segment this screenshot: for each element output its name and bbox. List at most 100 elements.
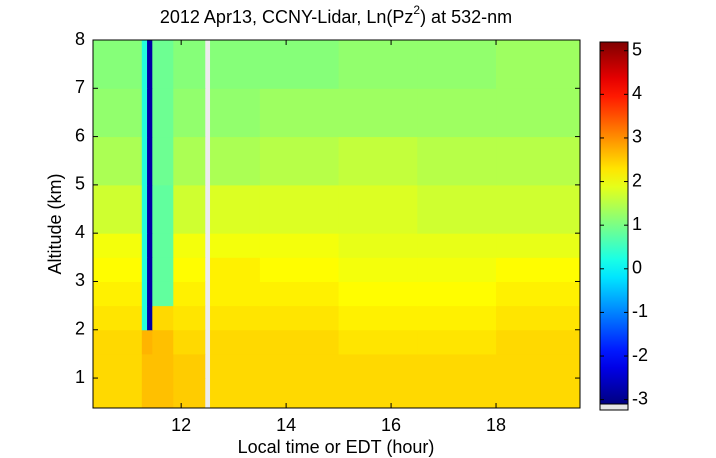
heatmap-cell bbox=[141, 329, 148, 355]
heatmap-cell bbox=[259, 257, 340, 282]
heatmap-cell bbox=[93, 378, 143, 409]
heatmap-cell bbox=[496, 88, 581, 138]
heatmap-cell bbox=[141, 305, 148, 331]
heatmap-cell bbox=[173, 88, 206, 138]
heatmap-cell bbox=[173, 281, 206, 307]
title-superscript: 2 bbox=[413, 3, 420, 17]
heatmap-cell bbox=[259, 136, 340, 186]
x-axis-label: Local time or EDT (hour) bbox=[238, 437, 435, 457]
heatmap-cell bbox=[152, 88, 174, 138]
heatmap-cell bbox=[338, 329, 418, 355]
heatmap-cell bbox=[210, 305, 261, 331]
heatmap-cell bbox=[147, 281, 153, 307]
heatmap-cell bbox=[496, 281, 581, 307]
colorbar-tick-label: 5 bbox=[632, 39, 642, 59]
heatmap-cell bbox=[93, 88, 143, 138]
heatmap-cell bbox=[338, 184, 418, 234]
heatmap-cell bbox=[173, 136, 206, 186]
heatmap-cell bbox=[259, 378, 340, 409]
heatmap-cell bbox=[259, 88, 340, 138]
heatmap-cell bbox=[210, 257, 261, 282]
heatmap-cell bbox=[210, 281, 261, 307]
x-tick-label: 14 bbox=[276, 415, 296, 435]
heatmap-cell bbox=[417, 353, 497, 379]
y-axis-label: Altitude (km) bbox=[45, 173, 65, 274]
heatmap-cell bbox=[210, 184, 261, 234]
heatmap-cell bbox=[147, 329, 153, 355]
heatmap-cell bbox=[93, 281, 143, 307]
heatmap-cell bbox=[338, 305, 418, 331]
heatmap-cell bbox=[141, 136, 148, 186]
colorbar-tick-label: 2 bbox=[632, 170, 642, 190]
heatmap-cell bbox=[496, 233, 581, 258]
heatmap-cell bbox=[259, 329, 340, 355]
y-tick-label: 3 bbox=[75, 270, 85, 290]
heatmap-cell bbox=[93, 136, 143, 186]
heatmap-cell bbox=[417, 233, 497, 258]
plot-frame bbox=[92, 39, 581, 409]
heatmap-cell bbox=[338, 40, 418, 89]
heatmap-cell bbox=[210, 329, 261, 355]
heatmap-cell bbox=[496, 305, 581, 331]
heatmap-cell bbox=[417, 40, 497, 89]
colorbar-tick-label: -1 bbox=[632, 301, 648, 321]
heatmap-cell bbox=[173, 378, 206, 409]
heatmap-cell bbox=[417, 305, 497, 331]
heatmap-cell bbox=[173, 184, 206, 234]
heatmap-cell bbox=[173, 305, 206, 331]
heatmap-cell bbox=[210, 136, 261, 186]
heatmap-cell bbox=[338, 378, 418, 409]
heatmap-cell bbox=[141, 233, 148, 258]
heatmap-cell bbox=[147, 353, 153, 379]
heatmap-cell bbox=[338, 353, 418, 379]
heatmap-cell bbox=[496, 257, 581, 282]
heatmap-cell bbox=[141, 184, 148, 234]
heatmap-cell bbox=[93, 353, 143, 379]
colorbar-tick-label: -3 bbox=[632, 388, 648, 408]
heatmap-cell bbox=[173, 233, 206, 258]
chart-title: 2012 Apr13, CCNY-Lidar, Ln(Pz2) at 532-n… bbox=[160, 3, 512, 27]
heatmap-cell bbox=[147, 40, 153, 89]
heatmap-cell bbox=[259, 233, 340, 258]
heatmap-cell bbox=[147, 88, 153, 138]
heatmap-cell bbox=[147, 233, 153, 258]
heatmap-cell bbox=[338, 88, 418, 138]
heatmap-cell bbox=[141, 281, 148, 307]
heatmap-cell bbox=[141, 88, 148, 138]
heatmap-cell bbox=[152, 257, 174, 282]
heatmap-cell bbox=[417, 257, 497, 282]
heatmap-cell bbox=[338, 257, 418, 282]
x-tick-label: 16 bbox=[381, 415, 401, 435]
y-tick-label: 4 bbox=[75, 222, 85, 242]
heatmap-cell bbox=[147, 136, 153, 186]
heatmap-cell bbox=[338, 136, 418, 186]
heatmap-cell bbox=[173, 40, 206, 89]
heatmap-cell bbox=[496, 378, 581, 409]
y-tick-label: 5 bbox=[75, 174, 85, 194]
x-tick-label: 18 bbox=[486, 415, 506, 435]
x-tick-label: 12 bbox=[171, 415, 191, 435]
heatmap-cell bbox=[147, 184, 153, 234]
colorbar-nan bbox=[599, 403, 629, 411]
heatmap-cell bbox=[152, 329, 174, 355]
y-tick-label: 8 bbox=[75, 29, 85, 49]
heatmap-cell bbox=[173, 257, 206, 282]
colorbar-tick-label: 0 bbox=[632, 258, 642, 278]
heatmap-cell bbox=[93, 184, 143, 234]
colorbar-tick-label: -2 bbox=[632, 345, 648, 365]
heatmap-cell bbox=[496, 40, 581, 89]
heatmap-cell bbox=[141, 378, 148, 409]
heatmap-cell bbox=[152, 281, 174, 307]
heatmap-cell bbox=[417, 136, 497, 186]
heatmap-cell bbox=[417, 184, 497, 234]
heatmap-cell bbox=[417, 378, 497, 409]
heatmap-cell bbox=[93, 305, 143, 331]
heatmap-cell bbox=[147, 305, 153, 331]
heatmap-cell bbox=[152, 378, 174, 409]
colorbar-tick-label: 4 bbox=[632, 83, 642, 103]
heatmap-cell bbox=[147, 257, 153, 282]
heatmap-cell bbox=[417, 88, 497, 138]
heatmap-cell bbox=[496, 353, 581, 379]
heatmap-cell bbox=[496, 329, 581, 355]
